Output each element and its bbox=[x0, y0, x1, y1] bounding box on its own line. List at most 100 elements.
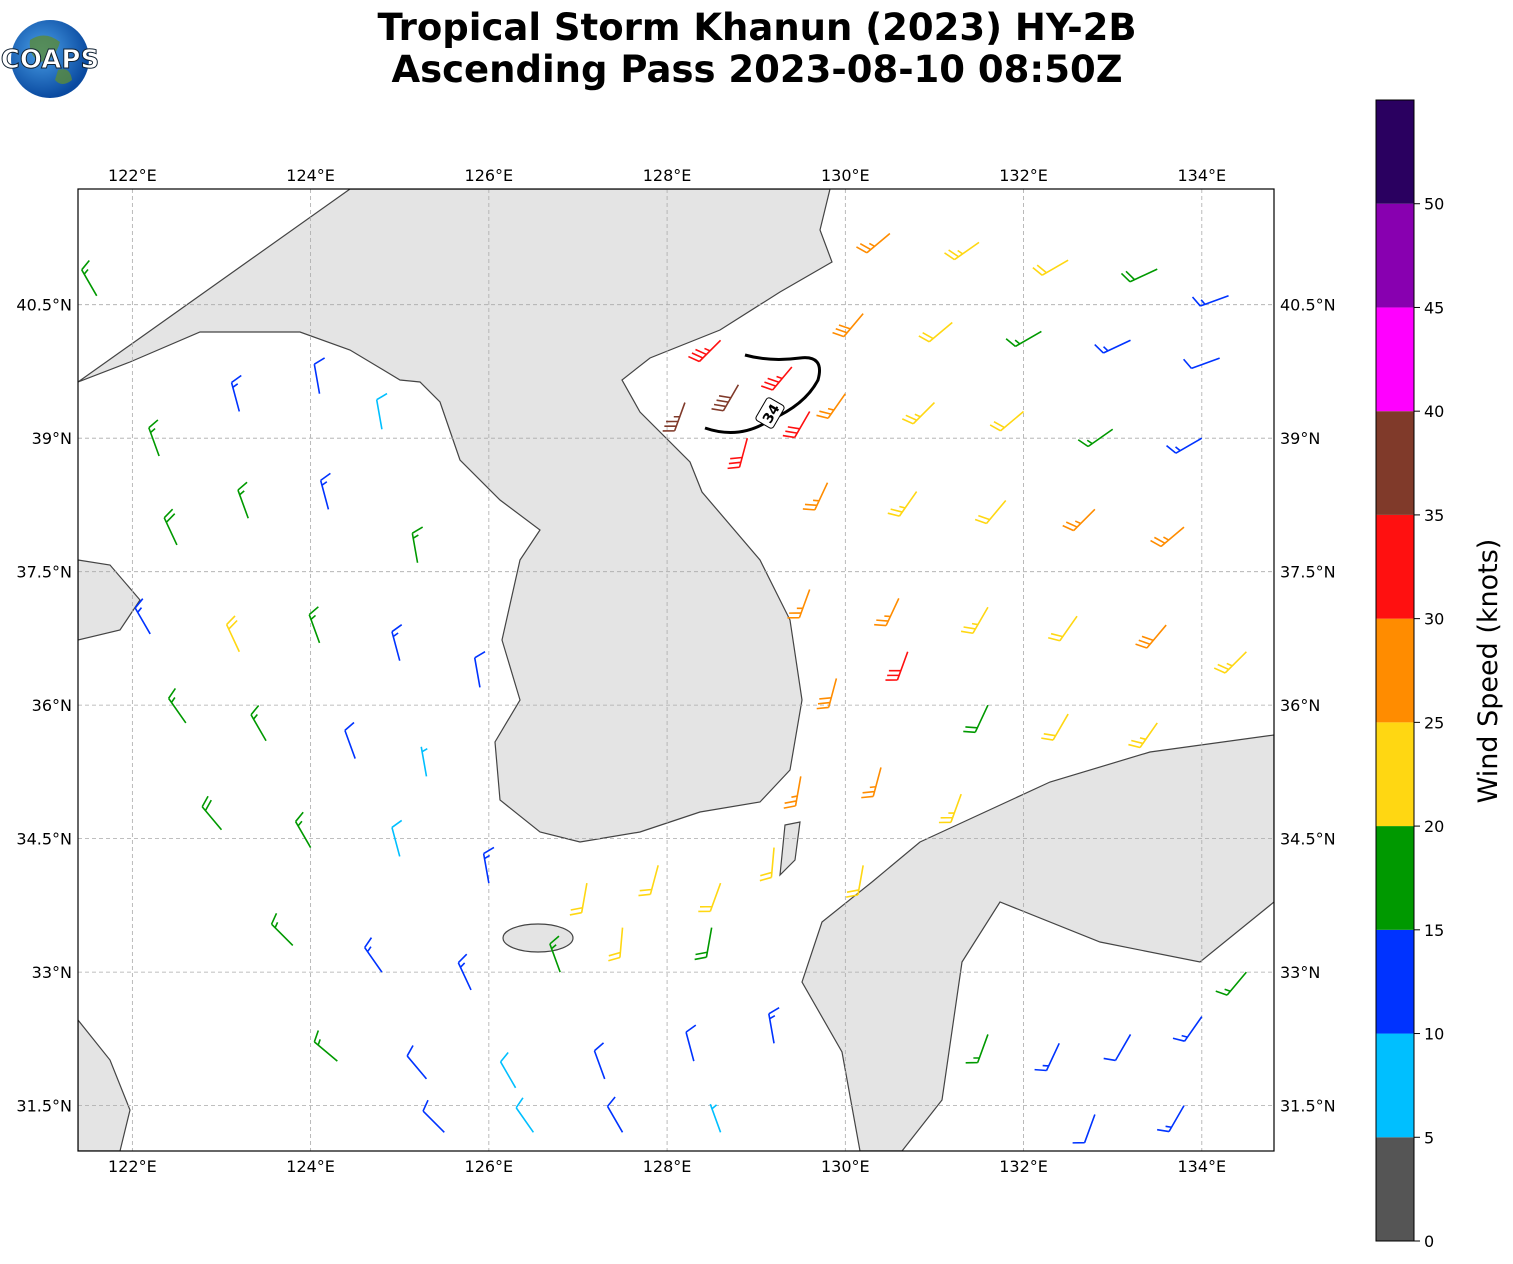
y-tick-label: 40.5°N bbox=[1280, 296, 1336, 315]
tick-labels: 122°E 122°E 124°E 124°E 126°E 126°E 128°E 128°E… bbox=[16, 166, 1335, 1176]
map-area: 34 bbox=[78, 189, 1274, 1151]
wind-barb bbox=[1005, 330, 1042, 348]
wind-barb bbox=[768, 1006, 780, 1044]
y-tick-label: 36°N bbox=[32, 696, 72, 715]
wind-barb bbox=[1034, 1042, 1060, 1072]
x-tick-label: 128°E bbox=[643, 1157, 692, 1176]
wind-barb bbox=[698, 882, 722, 913]
wind-barb bbox=[308, 606, 321, 644]
wind-barb bbox=[148, 419, 160, 457]
wind-barb bbox=[411, 526, 424, 563]
wind-barb bbox=[832, 313, 864, 338]
wind-barb bbox=[250, 704, 267, 742]
x-tick-label: 122°E bbox=[108, 1157, 157, 1176]
wind-barb bbox=[783, 776, 802, 809]
wind-barb bbox=[1172, 1016, 1203, 1042]
wind-barb bbox=[709, 1103, 722, 1133]
wind-barb bbox=[319, 472, 331, 510]
colorbar-tick-label: 30 bbox=[1424, 610, 1444, 629]
wind-barb bbox=[816, 678, 838, 710]
colorbar-segment bbox=[1376, 411, 1414, 515]
wind-barb bbox=[918, 321, 953, 343]
wind-barb bbox=[81, 260, 98, 297]
wind-barb bbox=[482, 846, 495, 884]
wind-barb bbox=[457, 953, 472, 991]
wind-barb bbox=[885, 651, 909, 681]
x-tick-label: 124°E bbox=[286, 166, 335, 185]
wind-barb bbox=[727, 437, 749, 470]
land bbox=[78, 1019, 131, 1151]
colorbar-segment bbox=[1376, 929, 1414, 1034]
wind-barb bbox=[1157, 1105, 1185, 1133]
wind-barb bbox=[163, 508, 178, 546]
wind-barb bbox=[1103, 1034, 1132, 1062]
land bbox=[779, 821, 801, 877]
wind-barb bbox=[685, 1024, 697, 1062]
wind-barb bbox=[711, 384, 740, 412]
colorbar-segment bbox=[1376, 307, 1414, 412]
colorbar-segment bbox=[1376, 1033, 1414, 1138]
wind-barb bbox=[1150, 526, 1185, 548]
wind-barb bbox=[608, 927, 624, 962]
wind-barb bbox=[1094, 339, 1131, 354]
wind-barb bbox=[938, 793, 962, 824]
wind-barb bbox=[874, 598, 900, 627]
wind-barb bbox=[606, 1096, 624, 1133]
wind-barb bbox=[270, 912, 294, 946]
logo: COAPS bbox=[0, 20, 100, 98]
colorbar-tick-label: 40 bbox=[1424, 402, 1444, 421]
wind-barb bbox=[1215, 971, 1247, 996]
wind-barb bbox=[861, 767, 882, 799]
wind-barb bbox=[1062, 508, 1096, 532]
x-tick-label: 134°E bbox=[1177, 1157, 1226, 1176]
colorbar-segment bbox=[1376, 722, 1414, 827]
wind-barb bbox=[134, 598, 151, 635]
wind-barb bbox=[406, 1045, 428, 1080]
y-tick-label: 34.5°N bbox=[16, 830, 72, 849]
colorbar: 0 5 10 15 20 25 30 35 40 45 50 bbox=[1375, 99, 1444, 1251]
wind-barb bbox=[515, 1097, 535, 1133]
wind-barb bbox=[989, 410, 1025, 432]
wind-barb bbox=[846, 865, 864, 898]
colorbar-tick-label: 25 bbox=[1424, 713, 1444, 732]
wind-barb bbox=[816, 393, 846, 420]
wind-barb bbox=[201, 795, 223, 831]
wind-barb bbox=[1120, 268, 1158, 283]
colorbar-segment bbox=[1376, 514, 1414, 619]
x-tick-label: 132°E bbox=[999, 166, 1048, 185]
colorbar-tick-label: 35 bbox=[1424, 506, 1444, 525]
colorbar-segment bbox=[1376, 203, 1414, 308]
wind-barb bbox=[760, 366, 793, 391]
wind-barb bbox=[688, 339, 722, 363]
wind-barb bbox=[549, 935, 561, 973]
wind-barb bbox=[593, 1042, 606, 1080]
wind-barb bbox=[1072, 1114, 1096, 1144]
x-tick-label: 130°E bbox=[821, 1157, 870, 1176]
y-tick-label: 31.5°N bbox=[1280, 1097, 1336, 1116]
wind-barb bbox=[1135, 624, 1167, 649]
wind-barb bbox=[787, 589, 811, 619]
barbs bbox=[81, 232, 1247, 1144]
y-tick-label: 36°N bbox=[1280, 696, 1320, 715]
y-tick-label: 33°N bbox=[32, 963, 72, 982]
wind-barb bbox=[569, 882, 588, 916]
land bbox=[78, 189, 833, 843]
wind-barb bbox=[391, 819, 403, 857]
colorbar-segment bbox=[1376, 826, 1414, 930]
wind-barb bbox=[974, 499, 1007, 525]
y-tick-label: 34.5°N bbox=[1280, 830, 1336, 849]
wind-barb bbox=[473, 650, 486, 688]
y-tick-label: 39°N bbox=[1280, 429, 1320, 448]
wind-barb bbox=[313, 1030, 338, 1062]
colorbar-segment bbox=[1376, 100, 1414, 204]
colorbar-tick-label: 45 bbox=[1424, 298, 1444, 317]
wind-barb bbox=[225, 615, 241, 653]
wind-barb bbox=[422, 1099, 445, 1133]
wind-barb bbox=[1041, 713, 1069, 741]
colorbar-tick-label: 0 bbox=[1424, 1232, 1434, 1251]
wind-barb bbox=[364, 937, 383, 973]
wind-barb bbox=[1213, 651, 1247, 674]
y-tick-label: 33°N bbox=[1280, 963, 1320, 982]
wind-barb bbox=[963, 704, 989, 734]
